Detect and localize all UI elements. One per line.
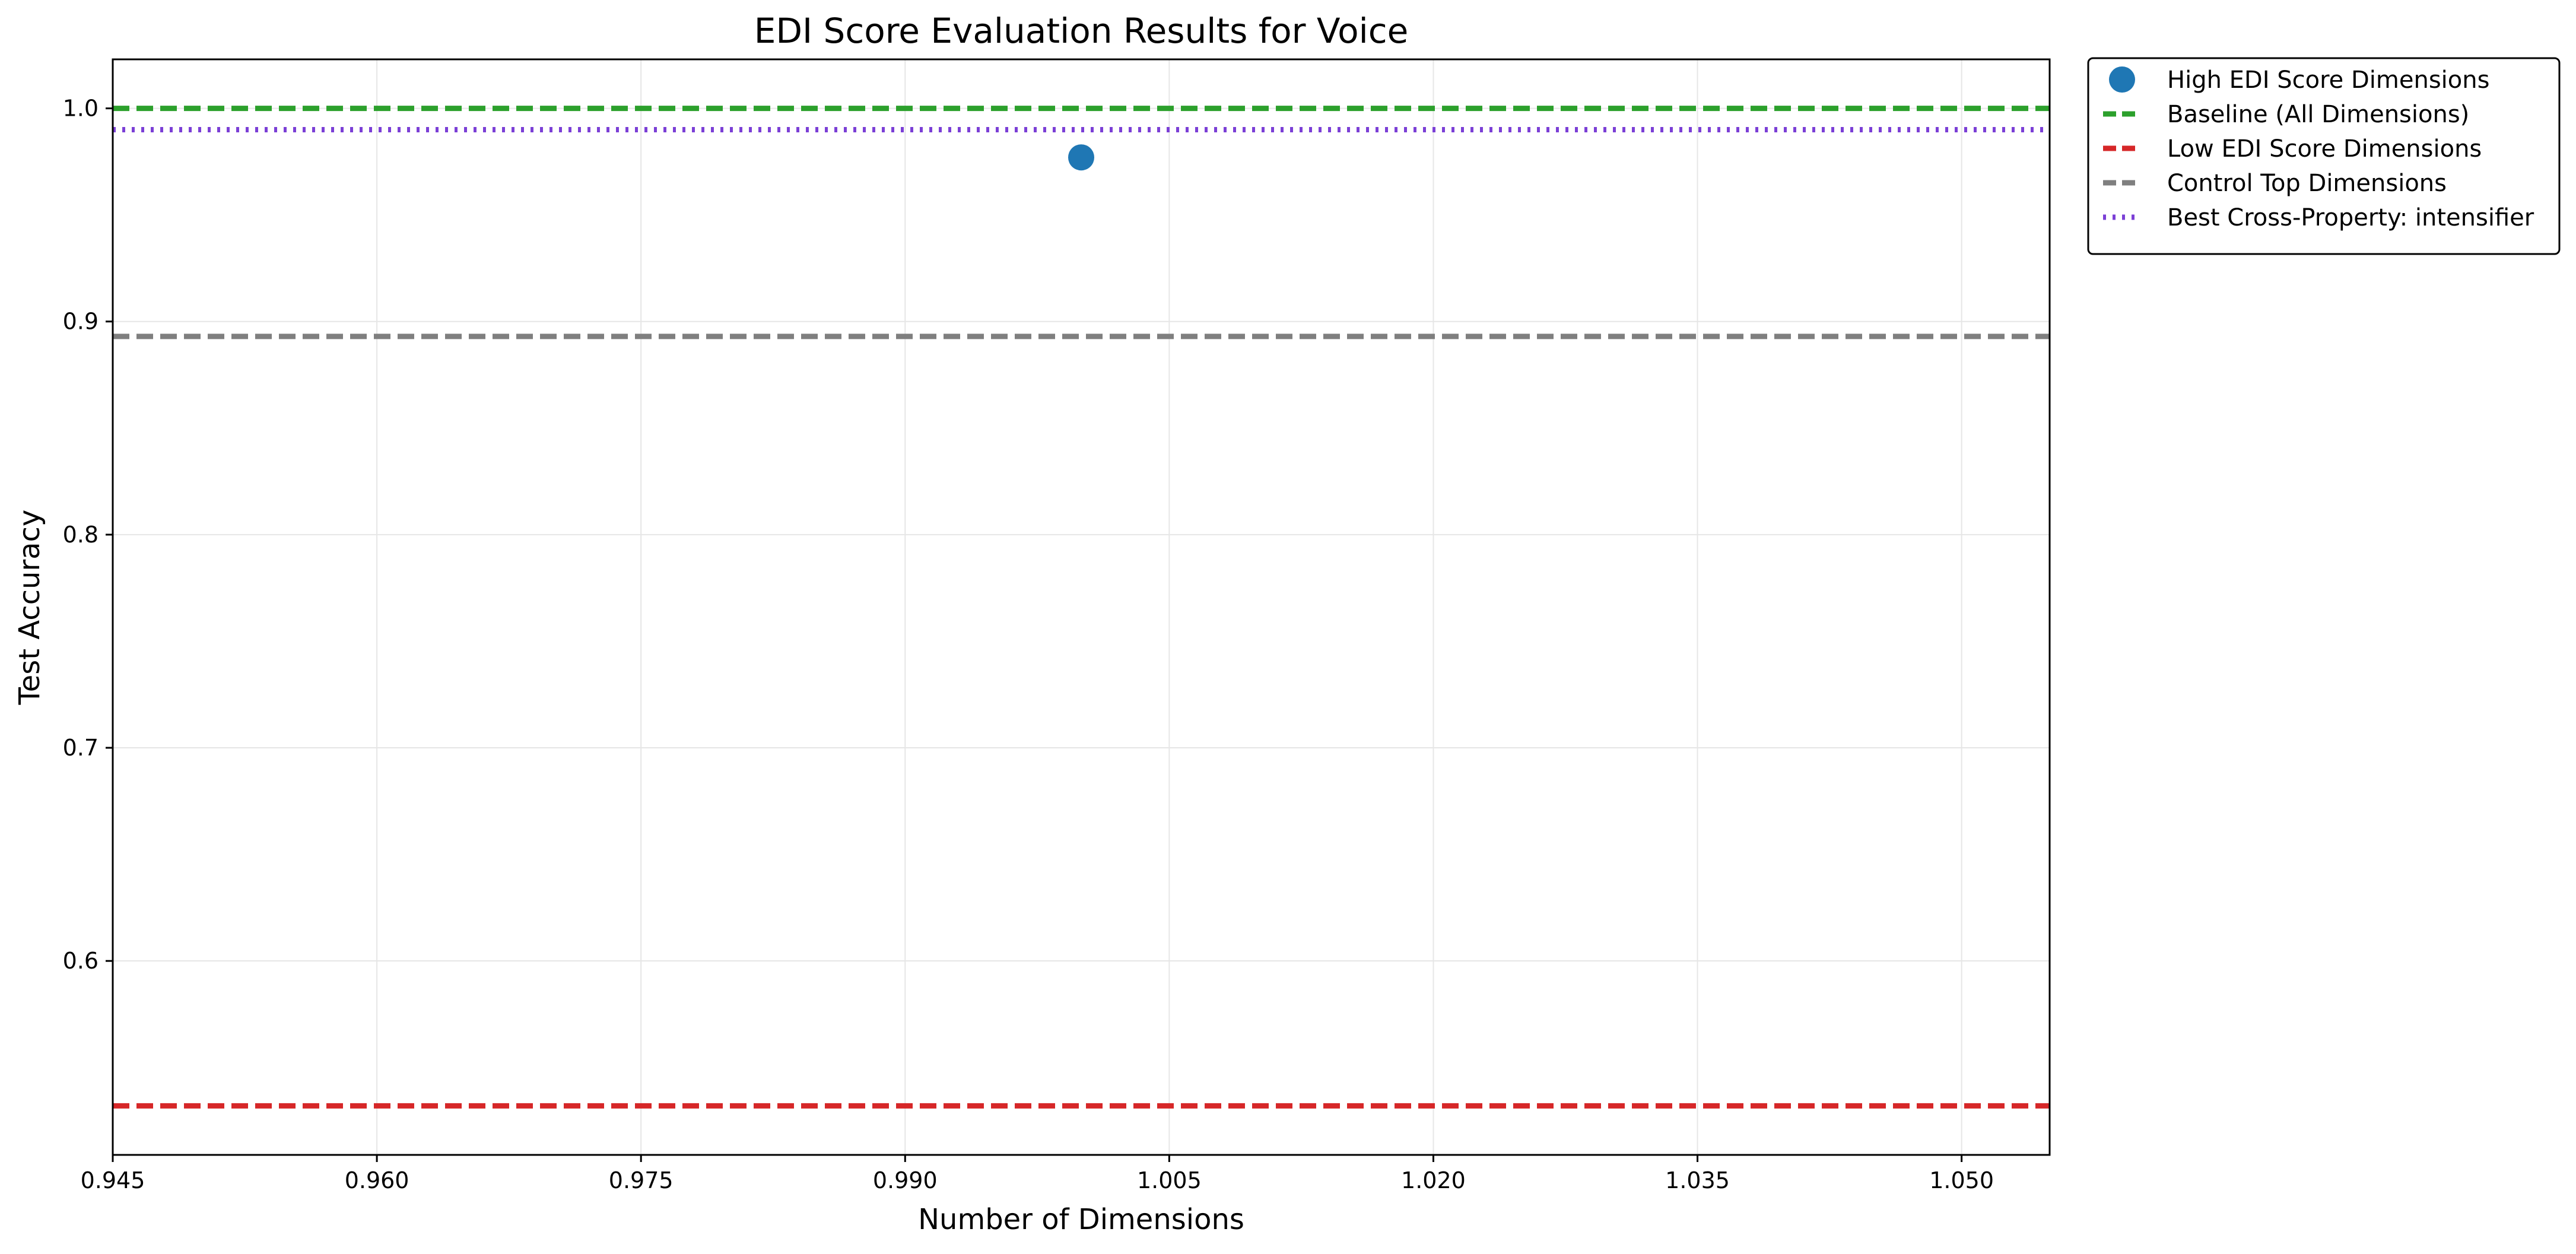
legend-marker	[2109, 66, 2135, 93]
legend-frame	[2087, 57, 2561, 255]
x-tick-label: 0.945	[81, 1167, 145, 1193]
y-tick-label: 0.6	[63, 948, 99, 974]
series-points	[1068, 144, 1094, 171]
plot-frame	[112, 58, 2051, 1156]
scatter-point	[1068, 144, 1094, 171]
series-lines	[113, 106, 2050, 1109]
chart-title: EDI Score Evaluation Results for Voice	[754, 11, 1409, 51]
x-tick-label: 0.990	[873, 1167, 938, 1193]
x-tick-label: 1.050	[1929, 1167, 1994, 1193]
y-tick-label: 1.0	[63, 96, 99, 122]
x-axis-title: Number of Dimensions	[918, 1203, 1244, 1236]
y-tick-label: 0.7	[63, 735, 99, 761]
legend-label: Baseline (All Dimensions)	[2167, 101, 2469, 128]
x-tick-label: 1.035	[1665, 1167, 1730, 1193]
legend-label: High EDI Score Dimensions	[2167, 66, 2489, 94]
legend-label: Best Cross-Property: intensifier	[2167, 204, 2534, 231]
x-tick-label: 1.020	[1401, 1167, 1466, 1193]
legend-label: Control Top Dimensions	[2167, 170, 2447, 197]
y-axis-title: Test Accuracy	[13, 510, 46, 706]
y-axis-ticks: 0.6 0.7 0.8 0.9 1.0	[63, 96, 113, 974]
x-tick-label: 0.975	[609, 1167, 674, 1193]
grid	[112, 59, 2050, 1155]
x-tick-label: 1.005	[1137, 1167, 1202, 1193]
legend-label: Low EDI Score Dimensions	[2167, 135, 2482, 163]
y-tick-label: 0.8	[63, 522, 99, 548]
y-tick-label: 0.9	[63, 309, 99, 335]
legend: High EDI Score Dimensions Baseline (All D…	[2087, 57, 2561, 255]
x-axis-ticks: 0.945 0.960 0.975 0.990 1.005 1.020 1.035 1.050	[81, 1155, 1994, 1193]
x-tick-label: 0.960	[345, 1167, 409, 1193]
